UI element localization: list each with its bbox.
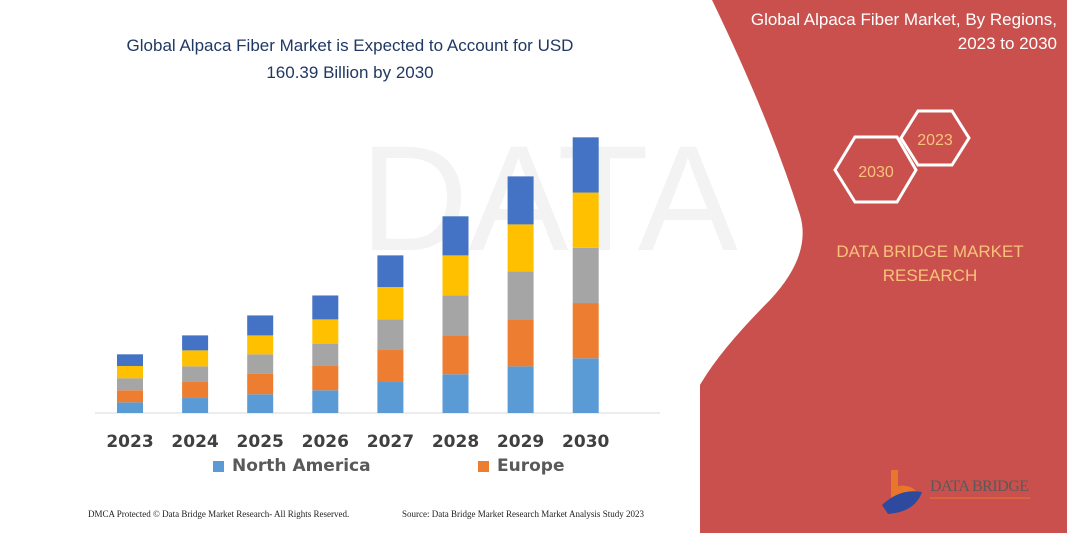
hexagon-2030-label: 2030 bbox=[858, 164, 894, 181]
brand-line-2: RESEARCH bbox=[882, 266, 978, 285]
bar-segment-2023-series-4 bbox=[117, 354, 143, 367]
side-title-line-2: 2023 to 2030 bbox=[957, 34, 1057, 53]
bar-segment-2023-series-3 bbox=[117, 366, 143, 379]
bar-segment-2029-series-2 bbox=[507, 271, 534, 320]
bar-segment-2028-series-1 bbox=[442, 335, 469, 375]
x-tick-label: 2026 bbox=[302, 432, 349, 452]
bar-segment-2029-series-1 bbox=[507, 319, 534, 367]
bar-segment-2030-series-2 bbox=[572, 247, 599, 304]
brand-name: DATA BRIDGE MARKET RESEARCH bbox=[820, 240, 1040, 288]
bar-segment-2023-series-2 bbox=[117, 378, 143, 391]
x-tick-label: 2028 bbox=[432, 432, 479, 452]
copyright-note: DMCA Protected © Data Bridge Market Rese… bbox=[88, 509, 350, 519]
chart-title: Global Alpaca Fiber Market is Expected t… bbox=[90, 32, 610, 86]
title-line-1: Global Alpaca Fiber Market is Expected t… bbox=[126, 36, 574, 55]
hexagon-2023-label: 2023 bbox=[917, 132, 953, 149]
bar-segment-2026-series-1 bbox=[312, 366, 339, 391]
bar-segment-2030-series-0 bbox=[572, 358, 599, 413]
bar-segment-2030-series-4 bbox=[572, 137, 599, 193]
legend-label: North America bbox=[232, 456, 371, 476]
legend-swatch bbox=[478, 460, 489, 472]
bar-segment-2023-series-1 bbox=[117, 390, 143, 403]
bar-segment-2026-series-0 bbox=[312, 390, 339, 413]
x-tick-label: 2029 bbox=[497, 432, 544, 452]
bar-segment-2028-series-2 bbox=[442, 295, 469, 336]
x-tick-label: 2030 bbox=[562, 432, 609, 452]
bar-segment-2027-series-3 bbox=[377, 287, 404, 320]
bar-segment-2030-series-1 bbox=[572, 303, 599, 359]
bar-segment-2025-series-1 bbox=[247, 373, 274, 395]
legend-label: Europe bbox=[497, 456, 565, 476]
bar-segment-2028-series-4 bbox=[442, 216, 469, 256]
bar-segment-2024-series-4 bbox=[182, 335, 209, 351]
bar-segment-2027-series-4 bbox=[377, 255, 404, 288]
legend-item-europe: Europe bbox=[478, 456, 564, 476]
title-line-2: 160.39 Billion by 2030 bbox=[266, 63, 434, 82]
hexagon-2030 bbox=[833, 135, 918, 204]
logo-text: DATA BRIDGE bbox=[930, 478, 1029, 495]
bar-segment-2025-series-4 bbox=[247, 315, 274, 336]
bar-segment-2028-series-3 bbox=[442, 255, 469, 296]
bar-segment-2025-series-0 bbox=[247, 394, 274, 413]
bar-segment-2030-series-3 bbox=[572, 192, 599, 248]
side-panel-shape bbox=[700, 0, 1067, 533]
bar-segment-2023-series-0 bbox=[117, 402, 143, 413]
bar-segment-2029-series-3 bbox=[507, 224, 534, 272]
x-tick-label: 2027 bbox=[367, 432, 414, 452]
legend-item-north-america: North America bbox=[213, 456, 371, 476]
watermark: DATA bbox=[360, 114, 738, 282]
hexagon-2023 bbox=[899, 109, 971, 167]
bar-segment-2029-series-4 bbox=[507, 176, 534, 225]
bar-segment-2024-series-1 bbox=[182, 382, 209, 399]
bar-segment-2025-series-3 bbox=[247, 335, 274, 355]
bar-segment-2028-series-0 bbox=[442, 374, 469, 413]
bar-segment-2024-series-0 bbox=[182, 398, 209, 413]
stacked-bar-chart: 2023 2024 2025 2026 2027 2028 2029 2030 bbox=[95, 137, 660, 452]
source-note: Source: Data Bridge Market Research Mark… bbox=[402, 509, 644, 519]
x-tick-label: 2023 bbox=[106, 432, 153, 452]
bar-segment-2026-series-3 bbox=[312, 319, 339, 344]
bar-segment-2027-series-2 bbox=[377, 319, 404, 351]
side-title-line-1: Global Alpaca Fiber Market, By Regions, bbox=[750, 10, 1057, 29]
bar-segment-2029-series-0 bbox=[507, 366, 534, 413]
bar-segment-2024-series-3 bbox=[182, 350, 209, 367]
x-tick-label: 2025 bbox=[237, 432, 284, 452]
brand-line-1: DATA BRIDGE MARKET bbox=[836, 242, 1024, 261]
side-panel-title: Global Alpaca Fiber Market, By Regions, … bbox=[751, 8, 1057, 56]
x-tick-label: 2024 bbox=[171, 432, 218, 452]
bar-segment-2025-series-2 bbox=[247, 354, 274, 374]
bar-segment-2027-series-1 bbox=[377, 350, 404, 383]
bar-segment-2027-series-0 bbox=[377, 382, 404, 413]
bar-segment-2024-series-2 bbox=[182, 366, 209, 383]
legend-swatch bbox=[213, 460, 224, 472]
bar-segment-2026-series-4 bbox=[312, 295, 339, 320]
bar-segment-2026-series-2 bbox=[312, 343, 339, 367]
data-bridge-logo-icon bbox=[882, 470, 922, 514]
